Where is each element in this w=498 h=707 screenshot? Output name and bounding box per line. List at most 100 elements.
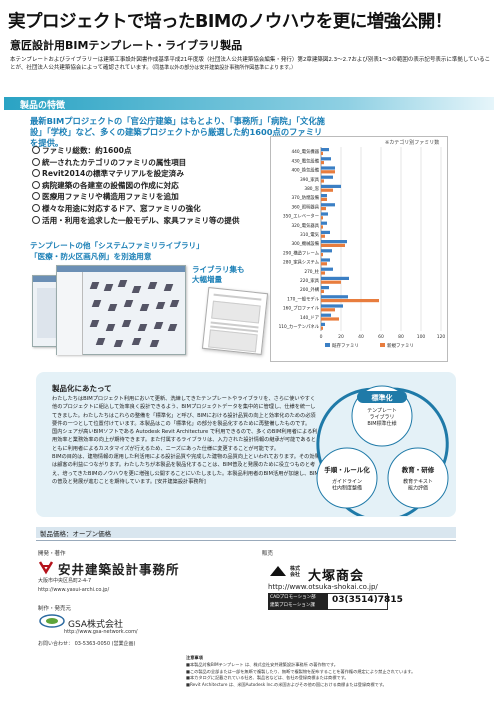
- chart-unit-label: ※カテゴリ別ファミリ数: [385, 140, 440, 146]
- intro-note: （同基準以外の部分は安井建築設計事務所作図基準によります。）: [151, 65, 297, 71]
- diagram-top-title: 標準化: [372, 393, 393, 402]
- cycle-arrow: [316, 387, 383, 474]
- legal-notes: 注意事項 ■本製品対象BIMテンプレート は、株式会社安井建築設計事務所 の著作…: [186, 655, 496, 689]
- divider: [36, 540, 456, 541]
- intro-text: 本テンプレートおよびライブラリーは建築工事設計図書作成基準平成21年度版（社団法…: [10, 57, 491, 71]
- chart-bar-new: [321, 253, 323, 257]
- chart-category-label: 160_プロファイル: [283, 306, 320, 312]
- chart-bar-existing: [321, 157, 331, 161]
- gsa-logo-icon: [39, 614, 65, 628]
- chart-bar-existing: [321, 322, 325, 326]
- notes-title: 注意事項: [186, 655, 203, 660]
- chart-bar-new: [321, 271, 325, 275]
- chart-bar-existing: [321, 148, 329, 152]
- note-line: ■この製品の全部または一部を無断で複製したり、無断で複製物を配布することを著作権…: [186, 668, 416, 674]
- developer-label: 開発・著作: [38, 551, 66, 557]
- chart-bar-new: [321, 151, 323, 155]
- chart-tick-label: 80: [398, 334, 404, 340]
- chart-bar-new: [321, 161, 324, 165]
- feature-item: 様々な用途に対応するドア、窓ファミリの強化: [32, 203, 282, 215]
- intro-paragraph: 本テンプレートおよびライブラリーは建築工事設計図書作成基準平成21年度版（社団法…: [10, 56, 492, 72]
- chart-category-label: 370_防煙設備: [291, 194, 319, 201]
- feature-item: 病院建築の各建室の設備図の作成に対応: [32, 180, 282, 192]
- price-bar: [36, 527, 456, 538]
- chart-tick-label: 60: [378, 334, 384, 340]
- education-circle: [387, 447, 449, 509]
- circle-bullet-icon: [32, 203, 40, 212]
- manufacturer-tel: お問い合わせ： 03-5363-0050 (営業企画): [38, 641, 136, 647]
- chart-category-label: 430_電気設備: [291, 157, 319, 164]
- developer-url[interactable]: http://www.yasui-archi.co.jp/: [38, 587, 110, 593]
- cad-phone: 03(3514)7815: [332, 595, 403, 605]
- chart-bar-existing: [321, 240, 347, 244]
- cad-department: CADプロモーション部 建築プロモーション課: [268, 593, 328, 610]
- chart-category-label: 200_外構: [300, 286, 320, 293]
- chart-tick-label: 40: [358, 334, 364, 340]
- diagram-left-sub: ガイドライン社内制度整備: [332, 478, 362, 492]
- document-sheet-image: [201, 287, 269, 355]
- chart-bar-new: [321, 243, 345, 247]
- diagram-left-title: 手順・ルール化: [324, 465, 370, 474]
- chart-bar-existing: [321, 258, 330, 262]
- chart-bar-new: [321, 225, 323, 229]
- chart-tick-label: 0: [320, 334, 323, 340]
- standardization-diagram: 標準化 テンプレートライブラリ BIM標準仕様 手順・ルール化 ガイドライン社内制…: [316, 385, 449, 516]
- chart-category-label: 380_窓: [304, 185, 319, 192]
- cycle-arrow: [381, 387, 449, 474]
- chart-bar-new: [321, 289, 324, 293]
- yasui-logo-icon: [38, 561, 54, 575]
- info-paragraph: 国内シェアが高いBIMソフトである Autodesk Revit Archite…: [52, 429, 318, 452]
- chart-bar-new: [321, 188, 333, 192]
- developer-address: 大阪市中央区島町2-4-7: [38, 578, 92, 584]
- info-paragraph: わたしたちはBIMプロジェクト利用において更新、洗練してきたテンプレートやライブ…: [52, 396, 316, 427]
- family-count-chart: 0 20 40 60 80 100 120 440_電気機器 430_電気設備 400_換気設備 3…: [270, 136, 448, 362]
- circle-bullet-icon: [32, 169, 40, 178]
- sales-label: 販売: [262, 551, 274, 557]
- chart-legend-swatch: [380, 343, 385, 347]
- chart-bar-existing: [321, 286, 329, 290]
- chart-bar-new: [321, 299, 379, 303]
- circle-bullet-icon: [32, 192, 40, 201]
- feature-item: ファミリ総数：約1600点: [32, 145, 282, 157]
- manufacturer-label: 制作・発売元: [38, 606, 72, 612]
- feature-item: 医療用ファミリや構造用ファミリを追加: [32, 191, 282, 203]
- chart-bar-existing: [321, 194, 327, 198]
- chart-category-label: 220_家具: [300, 277, 320, 284]
- library-note: ライブラリ集も 大幅増量: [192, 265, 245, 284]
- chart-legend-swatch: [325, 343, 330, 347]
- info-paragraph: BIMの目的は、建物情報の運用した利活用による設計品質や完成した建物の品質向上と…: [52, 454, 320, 485]
- chart-category-label: 390_家具: [300, 176, 320, 183]
- sales-name: 大塚商会: [308, 569, 365, 584]
- manufacturer-url[interactable]: http://www.gsa-network.com/: [64, 629, 138, 635]
- feature-item: 活用・利用を追求した一般モデル、家具ファミリ等の提供: [32, 215, 282, 227]
- chart-category-label: 170_一般モデル: [287, 295, 320, 302]
- subheadline: 意匠設計用BIMテンプレート・ライブラリ製品: [10, 39, 243, 52]
- features-section-bar: [4, 97, 494, 110]
- chart-bar-existing: [321, 267, 333, 271]
- chart-bar-new: [321, 317, 339, 321]
- chart-category-label: 440_電気機器: [291, 148, 319, 155]
- chart-bar-new: [321, 179, 324, 183]
- diagram-right-sub: 教育テキスト能力評価: [403, 478, 433, 492]
- chart-bar-existing: [321, 203, 335, 207]
- chart-bar-existing: [321, 249, 332, 253]
- chart-bar-new: [321, 280, 341, 284]
- diagram-top-sub: テンプレートライブラリ BIM標準仕様: [367, 408, 397, 427]
- chart-category-label: 270_柱: [304, 268, 319, 275]
- chart-category-label: 350_エレベーター: [283, 213, 319, 220]
- circle-bullet-icon: [32, 146, 40, 154]
- note-line: ■本製品対象BIMテンプレート は、株式会社安井建築設計事務所 の著作物です。: [186, 661, 338, 667]
- sales-url[interactable]: http://www.otsuka-shokai.co.jp/: [268, 583, 378, 591]
- manufacturer-name: GSA株式会社: [68, 620, 124, 630]
- chart-bar-existing: [321, 166, 335, 170]
- chart-category-label: 310_電気: [300, 231, 320, 238]
- software-screenshots: [32, 265, 264, 360]
- chart-bar-existing: [321, 212, 328, 216]
- system-library-note: テンプレートの他「システムファミリライブラリ」 「医療・防火区画凡例」を別途用意: [30, 241, 204, 261]
- cycle-arrow: [343, 504, 421, 516]
- note-line: ■Revit Architecture は、米国Autodesk Inc.の米国…: [186, 682, 387, 688]
- sales-company-type: 株式 会社: [290, 566, 301, 578]
- chart-bar-existing: [321, 221, 327, 225]
- chart-bar-existing: [321, 230, 330, 234]
- feature-item: 統一されたカテゴリのファミリの属性項目: [32, 157, 282, 169]
